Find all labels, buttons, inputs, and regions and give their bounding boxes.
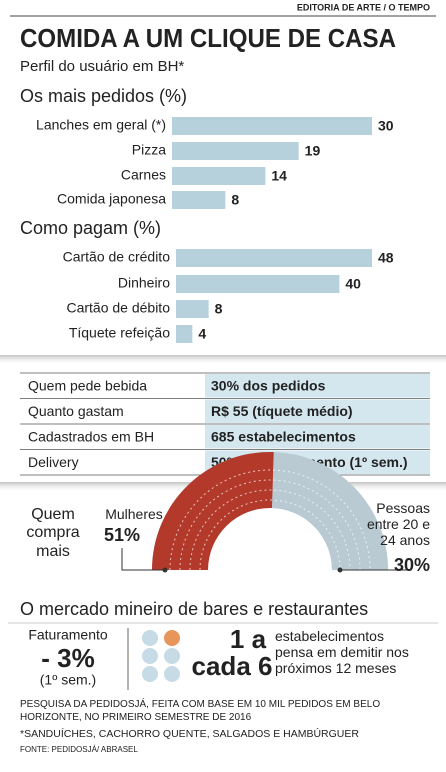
bar <box>176 275 340 293</box>
bar <box>176 249 372 267</box>
leader-dot <box>337 567 343 573</box>
dot <box>142 648 158 664</box>
ratio-top: 1 a <box>230 624 267 654</box>
revenue-value: - 3% <box>41 643 94 673</box>
dot <box>164 630 180 646</box>
value-label: 40 <box>345 276 361 292</box>
bar <box>176 300 209 318</box>
ratio-bottom: cada 6 <box>192 651 273 681</box>
leader-dot <box>162 567 168 573</box>
table-cell-bg <box>205 425 430 449</box>
source: FONTE: PEDIDOSJÁ/ ABRASEL <box>20 745 138 754</box>
value-label: 48 <box>378 250 394 266</box>
table-cell-bg <box>205 399 430 423</box>
section-title: O mercado mineiro de bares e restaurante… <box>20 599 368 619</box>
subtitle: Perfil do usuário em BH* <box>20 58 184 75</box>
section-title: Os mais pedidos (%) <box>20 86 187 106</box>
value-label: 30% <box>394 555 430 575</box>
value-label: 14 <box>271 168 287 184</box>
category-label: Cartão de débito <box>66 300 170 316</box>
category-label: Carnes <box>121 167 166 183</box>
value-label: 30 <box>378 118 394 134</box>
revenue-period: (1º sem.) <box>40 672 96 688</box>
credit: EDITORIA DE ARTE / O TEMPO <box>297 2 430 12</box>
dots <box>142 630 180 682</box>
ratio-text: estabelecimentos pensa em demitir nos pr… <box>275 628 409 676</box>
leader-line <box>121 548 165 571</box>
bar <box>172 117 372 135</box>
table-label: Delivery <box>28 454 79 470</box>
table-label: Cadastrados em BH <box>28 428 154 444</box>
donut-segment <box>152 452 274 570</box>
bar <box>172 191 226 209</box>
dot <box>164 666 180 682</box>
dot <box>142 630 158 646</box>
donut-ring <box>189 489 351 571</box>
table-value: R$ 55 (tíquete médio) <box>211 403 353 419</box>
footnote: *SANDUÍCHES, CACHORRO QUENTE, SALGADOS E… <box>20 728 359 740</box>
value-label: 51% <box>104 525 140 545</box>
table-value: 30% dos pedidos <box>211 377 326 393</box>
category-label: Cartão de crédito <box>63 249 171 265</box>
legend-label: Pessoas entre 20 e 24 anos <box>366 500 430 549</box>
table-cell-bg <box>205 374 430 398</box>
dot <box>142 666 158 682</box>
donut-segment <box>306 474 388 570</box>
table-value: 685 estabelecimentos <box>211 428 356 444</box>
value-label: 8 <box>215 301 223 317</box>
value-label: 4 <box>198 326 206 342</box>
revenue-label: Faturamento <box>28 627 108 643</box>
donut-ring <box>179 479 361 571</box>
value-label: 19 <box>305 143 321 159</box>
donut-ring <box>169 469 371 571</box>
table-label: Quem pede bebida <box>28 377 147 393</box>
donut-title: Quem compra mais <box>26 506 80 560</box>
bar <box>176 325 193 343</box>
legend-label: Mulheres <box>105 506 163 522</box>
bar <box>172 167 266 185</box>
category-label: Pizza <box>132 142 166 158</box>
value-label: 8 <box>231 192 239 208</box>
title: COMIDA A UM CLIQUE DE CASA <box>20 23 396 53</box>
separator <box>0 355 446 365</box>
category-label: Comida japonesa <box>57 191 166 207</box>
table-label: Quanto gastam <box>28 403 124 419</box>
dot <box>164 648 180 664</box>
bar <box>172 142 299 160</box>
category-label: Lanches em geral (*) <box>36 117 166 133</box>
category-label: Dinheiro <box>118 275 170 291</box>
section-title: Como pagam (%) <box>20 218 161 238</box>
category-label: Tíquete refeição <box>69 325 170 341</box>
footer-note: PESQUISA DA PEDIDOSJÁ, FEITA COM BASE EM… <box>20 699 381 723</box>
